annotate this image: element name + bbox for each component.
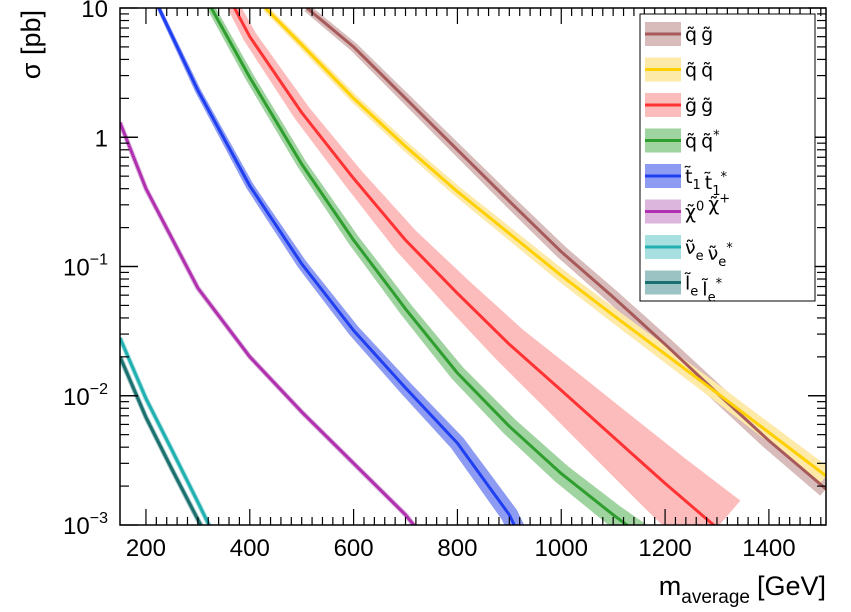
x-tick-label: 400: [230, 535, 270, 562]
x-tick-label: 200: [126, 535, 166, 562]
legend-label: q̃ q̃: [685, 60, 713, 82]
y-tick-label: 10: [81, 0, 108, 23]
series-line-5: [120, 121, 416, 525]
x-axis-title: maverage [GeV]: [659, 571, 826, 608]
y-tick-label: 10−2: [63, 381, 108, 411]
series-line-2: [232, 8, 716, 525]
series-band-2: [227, 8, 741, 525]
y-tick-label: 10−1: [63, 252, 108, 282]
legend-label: q̃ q̃*: [685, 129, 720, 153]
y-tick-label: 1: [95, 125, 108, 152]
y-axis: 10 1 10−1 10−2 10−3: [63, 0, 826, 540]
legend: q̃ g̃ q̃ q̃ g̃ g̃ q̃ q̃* t̃1 t̃1*χ̃0 χ̃+ ν̃e ν̃e*l̃e…: [639, 13, 816, 306]
series-line-3: [209, 8, 630, 525]
series-line-6: [120, 337, 211, 525]
legend-label: χ̃0 χ̃+: [685, 192, 730, 224]
legend-label: ν̃e ν̃e*: [685, 237, 733, 270]
x-tick-label: 1200: [638, 535, 691, 562]
legend-label: l̃e l̃e*: [684, 272, 722, 305]
x-tick-label: 800: [437, 535, 477, 562]
series-line-0: [305, 8, 826, 491]
x-axis: 200 400 600 800 1000 1200 1400: [126, 8, 822, 562]
x-tick-label: 1400: [742, 535, 795, 562]
legend-label: q̃ g̃: [685, 24, 713, 46]
series-line-1: [264, 8, 826, 478]
series-band-4: [156, 8, 525, 525]
legend-label: g̃ g̃: [685, 95, 713, 117]
y-axis-title: σ [pb]: [16, 10, 46, 79]
x-tick-label: 600: [334, 535, 374, 562]
x-tick-label: 1000: [535, 535, 588, 562]
legend-label: t̃1 t̃1*: [684, 166, 727, 199]
y-tick-label: 10−3: [63, 510, 108, 540]
series-line-4: [157, 8, 516, 525]
